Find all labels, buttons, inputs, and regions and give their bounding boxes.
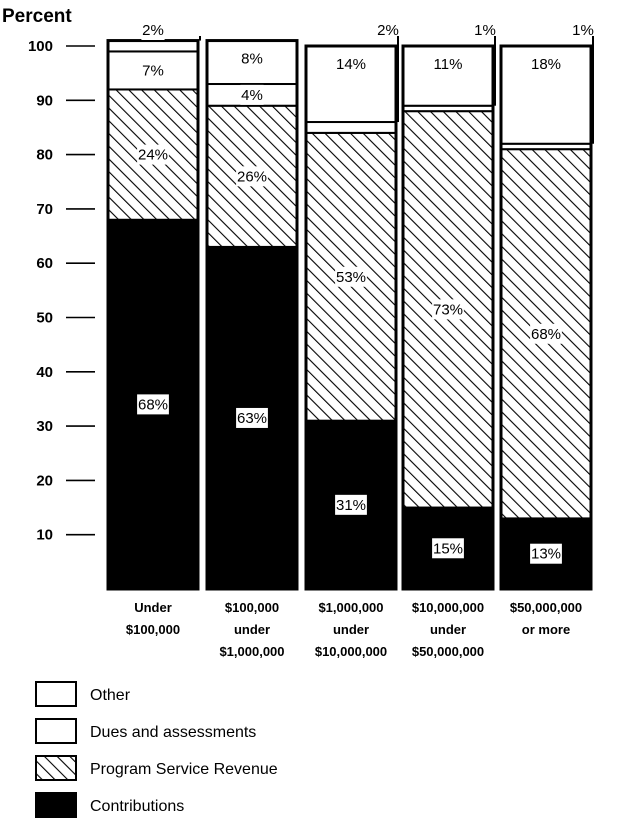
data-label-other: 8% [241, 51, 263, 68]
data-label-dues: 1% [572, 22, 594, 39]
legend-label: Contributions [90, 798, 184, 815]
data-label-program: 68% [531, 326, 561, 343]
data-label-dues: 7% [142, 62, 164, 79]
legend-label: Other [90, 687, 131, 704]
y-tick-label: 30 [36, 418, 53, 435]
category-label: under [430, 622, 466, 637]
y-tick-label: 10 [36, 527, 53, 544]
category-label: $10,000,000 [315, 644, 387, 659]
data-label-contributions: 63% [237, 410, 267, 427]
legend-swatch [35, 755, 77, 781]
category-label: or more [522, 622, 570, 637]
data-label-other-box [240, 48, 264, 69]
category-label: $1,000,000 [318, 600, 383, 615]
legend-swatch [35, 792, 77, 818]
y-tick-label: 100 [28, 38, 53, 55]
data-label-contributions-box [236, 407, 268, 428]
y-tick-label: 80 [36, 147, 53, 164]
data-label-dues: 4% [241, 87, 263, 104]
data-label-contributions: 68% [138, 396, 168, 413]
data-label-contributions-box [335, 494, 367, 515]
category-label: Under [134, 600, 172, 615]
y-tick-label: 60 [36, 255, 53, 272]
data-label-dues-box [473, 20, 497, 40]
bar-frame [205, 39, 299, 591]
bar-frame [106, 39, 200, 591]
data-label-program-box [236, 166, 268, 187]
y-axis-title: Percent [2, 6, 72, 27]
data-label-contributions-box [137, 394, 169, 415]
data-label-other: 18% [531, 56, 561, 73]
data-label-dues-box [240, 84, 264, 105]
bar-stack: 15% 73% 1% 11% [401, 20, 497, 591]
data-label-program: 53% [336, 269, 366, 286]
data-label-contributions-box [530, 543, 562, 564]
data-label-program: 24% [138, 147, 168, 164]
bar-frame [401, 44, 495, 591]
data-label-program: 73% [433, 301, 463, 318]
data-label-other: 11% [434, 56, 463, 73]
y-axis: 10 20 30 40 50 60 70 80 90 100 [28, 38, 95, 544]
data-label-program-box [530, 323, 562, 344]
data-label-dues-box [571, 20, 595, 40]
category-label: $100,000 [225, 600, 279, 615]
bar-stack: 68% 24% 7% 2% [106, 20, 201, 591]
y-tick-label: 70 [36, 201, 53, 218]
bars-group: 68%24%7%2%63%26%4%8%31%53%2%14%15%73%1%1… [106, 20, 595, 591]
legend-label: Dues and assessments [90, 724, 256, 741]
data-label-other-box [432, 54, 464, 74]
data-label-contributions: 13% [531, 546, 561, 563]
y-tick-label: 50 [36, 310, 53, 327]
bar-stack: 13% 68% 1% 18% [499, 20, 595, 591]
data-label-other-box [530, 54, 562, 74]
y-tick-label: 40 [36, 364, 53, 381]
legend-swatch [35, 681, 77, 707]
legend-swatch [35, 718, 77, 744]
bar-segment-other [107, 39, 199, 53]
bar-frame [499, 44, 593, 591]
data-label-contributions-box [432, 538, 464, 559]
legend: Other Dues and assessments Program Service… [35, 681, 278, 818]
bar-stack: 31% 53% 2% 14% [304, 20, 400, 591]
data-label-contributions: 31% [336, 497, 366, 514]
data-label-program: 26% [237, 168, 267, 185]
category-label: $10,000,000 [412, 600, 484, 615]
data-label-other-box [141, 20, 165, 40]
category-label: $1,000,000 [219, 644, 284, 659]
data-label-contributions: 15% [433, 540, 463, 557]
category-label: $50,000,000 [412, 644, 484, 659]
data-label-program-box [137, 144, 169, 165]
y-tick-label: 20 [36, 472, 53, 489]
legend-label: Program Service Revenue [90, 761, 278, 778]
data-label-dues-box [376, 20, 400, 40]
category-label: under [333, 622, 369, 637]
bar-stack: 63% 26% 4% 8% [205, 39, 299, 591]
data-label-dues-box [141, 60, 165, 81]
bar-frame [304, 44, 398, 591]
category-label: under [234, 622, 270, 637]
data-label-other: 2% [142, 22, 164, 39]
data-label-program-box [335, 266, 367, 287]
data-label-other-box [335, 54, 367, 74]
data-label-other: 14% [336, 56, 366, 73]
data-label-dues: 2% [377, 22, 399, 39]
data-label-dues: 1% [474, 22, 496, 39]
category-labels: Under $100,000 $100,000 under $1,000,000 $1,0… [126, 600, 582, 659]
data-label-program-box [432, 299, 464, 320]
y-tick-label: 90 [36, 92, 53, 109]
bar-segment-dues [305, 121, 397, 134]
category-label: $50,000,000 [510, 600, 582, 615]
category-label: $100,000 [126, 622, 180, 637]
